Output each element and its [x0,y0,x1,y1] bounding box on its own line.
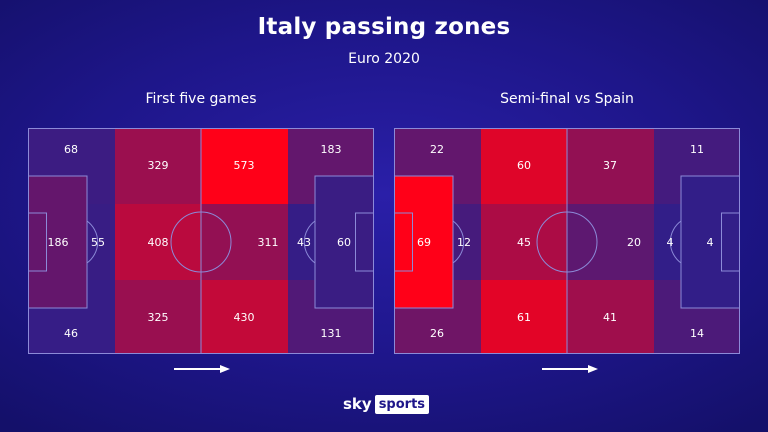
zone-top-left [115,128,201,204]
zone-mid-right [567,204,654,280]
pitch-title-first-five: First five games [145,91,257,107]
zone-label-bottom-corner-right: 14 [690,327,704,340]
zone-label-mid-right: 311 [258,236,279,249]
zone-label-bottom-corner-left: 26 [430,327,444,340]
pitch-heatmap-first-five: 68 329 573 183 408 311 46 325 430 131 186 55 43 60 [28,128,374,354]
zone-top-right [567,128,654,204]
zone-label-top-corner-right: 11 [690,143,704,156]
zone-box-left [394,176,453,308]
pitch-markings [394,128,740,354]
attack-direction-arrow-second [542,365,598,373]
zone-label-box-edge-left: 55 [91,236,105,249]
zone-label-box-edge-left: 12 [457,236,471,249]
zone-label-top-left: 60 [517,159,531,172]
zone-box-right [681,176,740,308]
sky-sports-logo: sky sports [343,393,430,415]
zone-label-bottom-right: 41 [603,311,617,324]
zone-bottom-left [115,280,201,354]
zone-top-right [201,128,288,204]
zone-label-bottom-left: 61 [517,311,531,324]
chart-subtitle: Euro 2020 [348,51,420,67]
attack-direction-arrow-first [174,365,230,373]
zone-label-box-left: 69 [417,236,431,249]
zone-label-bottom-right: 430 [234,311,255,324]
zone-bottom-right [567,280,654,354]
pitch-markings [28,128,374,354]
zone-bottom-right [201,280,288,354]
zone-box-left [28,176,87,308]
zone-label-box-edge-right: 43 [297,236,311,249]
zone-mid-left [481,204,567,280]
zone-label-mid-left: 408 [148,236,169,249]
zone-label-mid-left: 45 [517,236,531,249]
zone-label-mid-right: 20 [627,236,641,249]
zone-bottom-left [481,280,567,354]
zone-label-box-right: 4 [707,236,714,249]
zone-label-box-left: 186 [48,236,69,249]
zone-mid-left [115,204,201,280]
zone-label-top-corner-left: 68 [64,143,78,156]
zone-label-top-corner-left: 22 [430,143,444,156]
zone-label-top-corner-right: 183 [321,143,342,156]
zone-label-box-edge-right: 4 [667,236,674,249]
pitch-title-semi-final: Semi-final vs Spain [500,91,634,107]
zone-label-top-left: 329 [148,159,169,172]
zone-label-box-right: 60 [337,236,351,249]
zone-label-bottom-corner-right: 131 [321,327,342,340]
zone-label-bottom-left: 325 [148,311,169,324]
zone-top-left [481,128,567,204]
zone-mid-right [201,204,288,280]
zone-label-bottom-corner-left: 46 [64,327,78,340]
zone-label-top-right: 573 [234,159,255,172]
chart-title: Italy passing zones [257,14,511,40]
zone-box-right [315,176,374,308]
zone-label-top-right: 37 [603,159,617,172]
